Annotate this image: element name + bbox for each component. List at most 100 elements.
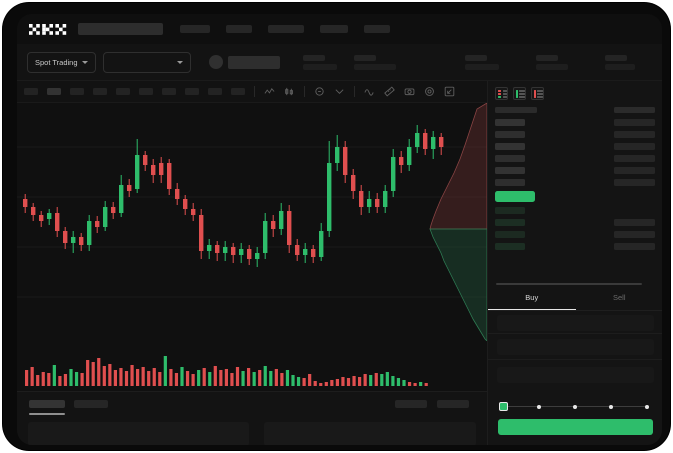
timeframe-1[interactable] [47,88,61,95]
form-divider [488,359,662,360]
nav-item-3[interactable] [268,25,304,33]
stat-low-24h [535,54,568,70]
orderbook-ask-amount [614,179,655,186]
timeframe-7[interactable] [185,88,199,95]
header-nav [180,25,390,33]
trading-subheader: Spot Trading [17,44,662,81]
orderbook-header-price [495,107,537,113]
search-input[interactable] [78,23,163,35]
orderbook-bid-row[interactable] [495,231,525,238]
action-cancel-all[interactable] [437,400,469,408]
nav-item-1[interactable] [180,25,210,33]
orderbook-scrollbar[interactable] [496,283,642,285]
slider-stop-25[interactable] [537,404,541,409]
candlestick-icon[interactable] [284,86,295,97]
orderbook-ask-row[interactable] [495,119,525,126]
slider-knob[interactable] [499,402,508,411]
timeframe-2[interactable] [70,88,84,95]
tab-open-orders[interactable] [29,400,65,408]
slider-stop-75[interactable] [609,404,613,409]
stat-change-24h [353,54,396,70]
timeframe-3[interactable] [93,88,107,95]
device-screen: Spot Trading [17,14,662,445]
orderbook-view-modes [488,81,662,105]
action-hide-other-pairs[interactable] [395,400,427,408]
order-field-left[interactable] [28,422,249,445]
orderbook-ask-amount [614,119,655,126]
orderbook-ask-row[interactable] [495,167,525,174]
orderbook-ask-row[interactable] [495,155,525,162]
orderbook-panel: Buy Sell [487,81,662,445]
order-total-field[interactable] [497,367,654,383]
nav-item-2[interactable] [226,25,252,33]
settings-gear-icon[interactable] [424,86,435,97]
orderbook-ask-amount [614,167,655,174]
timeframe-0[interactable] [24,88,38,95]
orderbook-bid-row[interactable] [495,207,525,214]
chart-toolbar [17,81,487,103]
orderbook-ask-row[interactable] [495,179,525,186]
orderbook-ask-amount [614,143,655,150]
stat-high-24h [464,54,499,70]
compare-icon[interactable] [334,86,345,97]
orderbook-ask-amount [614,131,655,138]
volume-chart[interactable] [17,341,487,391]
orderbook-bid-row[interactable] [495,243,525,250]
fullscreen-icon[interactable] [444,86,455,97]
timeframe-5[interactable] [139,88,153,95]
tab-sell[interactable]: Sell [612,293,626,302]
mode-selector[interactable]: Spot Trading [27,51,96,73]
nav-item-4[interactable] [320,25,348,33]
orderbook-mode-bids[interactable] [513,87,526,100]
order-field-right[interactable] [264,422,476,445]
orderbook-mode-asks[interactable] [531,87,544,100]
orderbook-ask-row[interactable] [495,131,525,138]
orderbook-ask-amount [614,155,655,162]
tab-buy[interactable]: Buy [488,285,576,310]
order-form-tabs: Buy Sell [488,285,662,311]
candlestick-series [17,125,487,298]
coin-avatar [208,55,223,69]
slider-stop-50[interactable] [573,404,577,409]
tab-order-history[interactable] [74,400,108,408]
submit-order-button[interactable] [498,419,653,435]
depth-chart [429,103,487,341]
slider-stop-100[interactable] [645,404,649,409]
orderbook-header-amount [614,107,655,113]
okx-logo-icon[interactable] [29,23,67,35]
orderbook-bid-row[interactable] [495,219,525,226]
orderbook-rows[interactable] [488,105,662,295]
timeframe-8[interactable] [208,88,222,95]
nav-item-5[interactable] [364,25,390,33]
orderbook-ask-row[interactable] [495,143,525,150]
orderbook-bid-amount [614,231,655,238]
toolbar-divider [354,86,355,97]
timeframe-6[interactable] [162,88,176,95]
pair-label [227,55,280,69]
chevron-down-icon [81,60,88,64]
timeframe-9[interactable] [231,88,245,95]
mode-selector-label: Spot Trading [35,57,78,67]
orderbook-bid-amount [614,243,655,250]
orderbook-last-price[interactable] [495,191,535,202]
price-chart[interactable] [17,103,487,341]
device-bezel: Spot Trading [3,3,670,450]
order-amount-field[interactable] [497,339,654,355]
market-stats [302,54,635,70]
tab-active-underline [29,413,65,415]
indicator-icon[interactable] [314,86,325,97]
wave-icon[interactable] [364,86,375,97]
ruler-icon[interactable] [384,86,395,97]
orderbook-mode-both[interactable] [495,87,508,100]
pair-selector[interactable] [102,51,191,73]
line-chart-icon[interactable] [264,86,275,97]
amount-slider[interactable] [499,402,651,411]
orders-panel [17,391,487,445]
order-price-field[interactable] [497,315,654,331]
timeframe-4[interactable] [116,88,130,95]
app-header [17,14,662,44]
orderbook-bid-amount [614,219,655,226]
toolbar-divider [254,86,255,97]
camera-icon[interactable] [404,86,415,97]
